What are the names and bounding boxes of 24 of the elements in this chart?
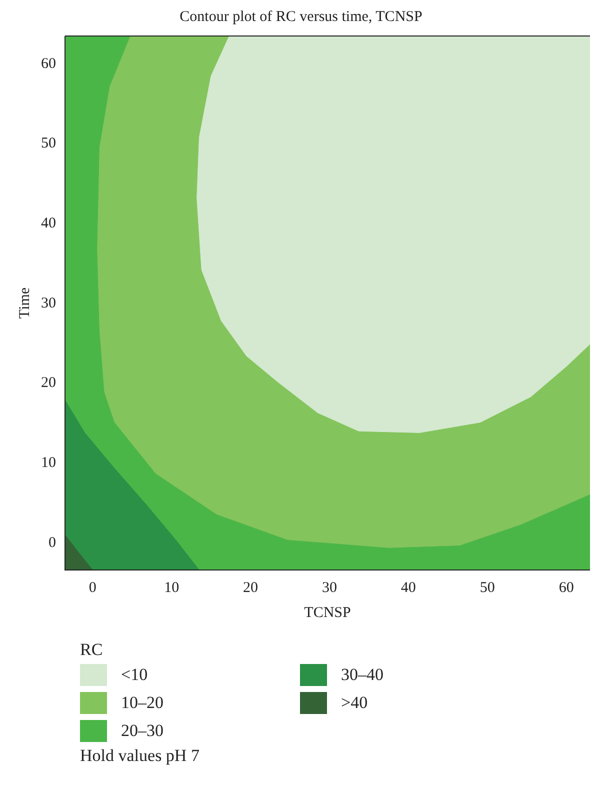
y-tick-label: 20 <box>41 375 56 392</box>
x-tick-label: 0 <box>88 580 96 596</box>
y-tick-label: 50 <box>41 136 56 152</box>
legend-title: RC <box>80 640 104 660</box>
x-tick-label: 20 <box>243 580 258 596</box>
x-tick-label: 10 <box>164 580 180 596</box>
text: Hold values pH 7 <box>80 746 200 766</box>
x-tick-label: 60 <box>558 580 574 596</box>
y-tick-label: 40 <box>41 216 56 232</box>
legend-label: 20–30 <box>121 721 164 741</box>
legend-label: 10–20 <box>121 693 164 713</box>
chart-title: Contour plot of RC versus time, TCNSP <box>180 8 422 25</box>
y-tick-label: 0 <box>48 534 56 551</box>
y-tick-label: 60 <box>41 56 56 72</box>
y-tick-label: 30 <box>41 295 56 312</box>
x-tick-label: 50 <box>480 580 495 596</box>
x-tick-label: 30 <box>322 580 337 596</box>
y-tick-label: 10 <box>41 454 56 471</box>
y-axis-title: Time <box>16 287 33 319</box>
x-tick-label: 40 <box>400 580 416 596</box>
legend-label: >40 <box>341 693 368 713</box>
legend-label: <10 <box>121 665 148 685</box>
x-axis-title: TCNSP <box>304 604 351 621</box>
legend-label: 30–40 <box>341 665 384 685</box>
